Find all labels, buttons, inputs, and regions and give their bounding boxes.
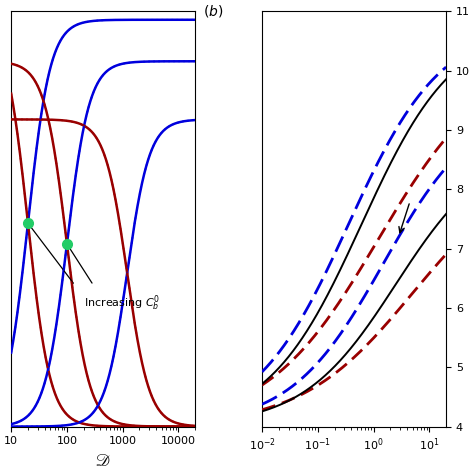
Text: Increasing $C_b^0$: Increasing $C_b^0$ <box>84 294 160 313</box>
X-axis label: $\mathscr{D}$: $\mathscr{D}$ <box>95 452 111 470</box>
Text: $(b)$: $(b)$ <box>203 3 224 19</box>
